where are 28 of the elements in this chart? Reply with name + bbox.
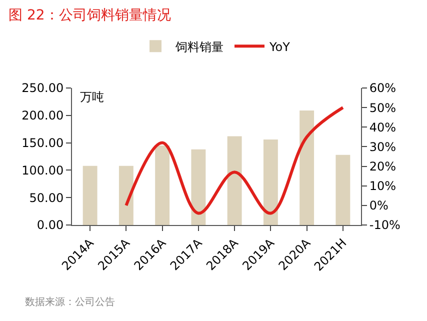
chart-title: 图 22：公司饲料销量情况 <box>8 7 171 24</box>
y2-tick-label: 10% <box>369 179 396 194</box>
y2-tick-label: -10% <box>369 218 400 232</box>
legend-label: 饲料销量 <box>174 40 224 54</box>
y2-tick-label: 40% <box>369 120 396 134</box>
y-axis-title: 万吨 <box>80 90 104 104</box>
source-note: 数据来源：公司公告 <box>25 296 115 308</box>
bar <box>300 110 314 225</box>
line-series <box>124 106 344 215</box>
y-tick-label: 250.00 <box>22 81 64 96</box>
y-tick-label: 150.00 <box>22 136 64 150</box>
bar <box>82 166 98 225</box>
bar <box>263 140 278 225</box>
y2-tick-label: 50% <box>369 100 396 115</box>
y2-tick-label: 60% <box>369 81 396 96</box>
bar <box>227 136 242 225</box>
legend-label: YoY <box>268 40 291 54</box>
y-tick-label: 100.00 <box>22 163 64 178</box>
y2-tick-label: 20% <box>369 159 396 174</box>
bar <box>118 166 134 225</box>
y2-tick-label: 30% <box>369 140 396 154</box>
bar <box>155 146 170 225</box>
y-tick-label: 50.00 <box>29 190 64 205</box>
y-tick-label: 200.00 <box>22 108 64 123</box>
y2-tick-label: 0% <box>369 198 388 213</box>
bar <box>191 149 206 225</box>
y-tick-label: 0.00 <box>36 218 64 232</box>
bar <box>336 154 350 225</box>
